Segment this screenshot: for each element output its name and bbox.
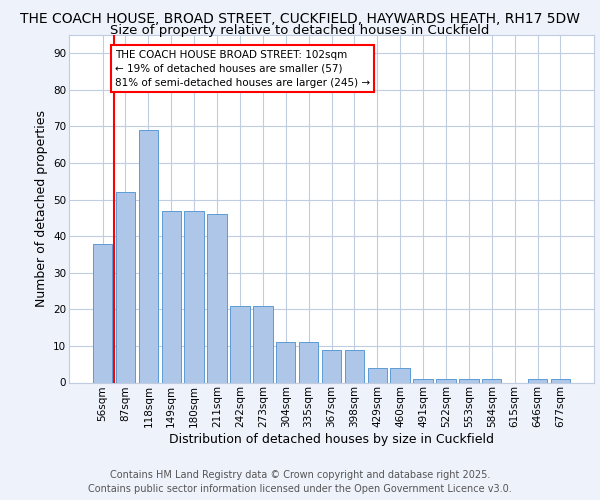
Y-axis label: Number of detached properties: Number of detached properties (35, 110, 47, 307)
Bar (208, 214, 227, 382)
Bar (344, 350, 364, 382)
Bar (116, 192, 135, 382)
Bar (528, 379, 547, 382)
Bar (413, 379, 433, 382)
Bar (436, 379, 455, 382)
Text: THE COACH HOUSE, BROAD STREET, CUCKFIELD, HAYWARDS HEATH, RH17 5DW: THE COACH HOUSE, BROAD STREET, CUCKFIELD… (20, 12, 580, 26)
Text: THE COACH HOUSE BROAD STREET: 102sqm
← 19% of detached houses are smaller (57)
8: THE COACH HOUSE BROAD STREET: 102sqm ← 1… (115, 50, 370, 88)
Bar (368, 368, 387, 382)
Bar (551, 379, 570, 382)
Bar (322, 350, 341, 382)
Text: Contains HM Land Registry data © Crown copyright and database right 2025.
Contai: Contains HM Land Registry data © Crown c… (88, 470, 512, 494)
Bar (93, 244, 112, 382)
Bar (459, 379, 479, 382)
Bar (230, 306, 250, 382)
Bar (184, 210, 204, 382)
X-axis label: Distribution of detached houses by size in Cuckfield: Distribution of detached houses by size … (169, 433, 494, 446)
Bar (161, 210, 181, 382)
Text: Size of property relative to detached houses in Cuckfield: Size of property relative to detached ho… (110, 24, 490, 37)
Bar (299, 342, 319, 382)
Bar (139, 130, 158, 382)
Bar (482, 379, 502, 382)
Bar (391, 368, 410, 382)
Bar (276, 342, 295, 382)
Bar (253, 306, 272, 382)
